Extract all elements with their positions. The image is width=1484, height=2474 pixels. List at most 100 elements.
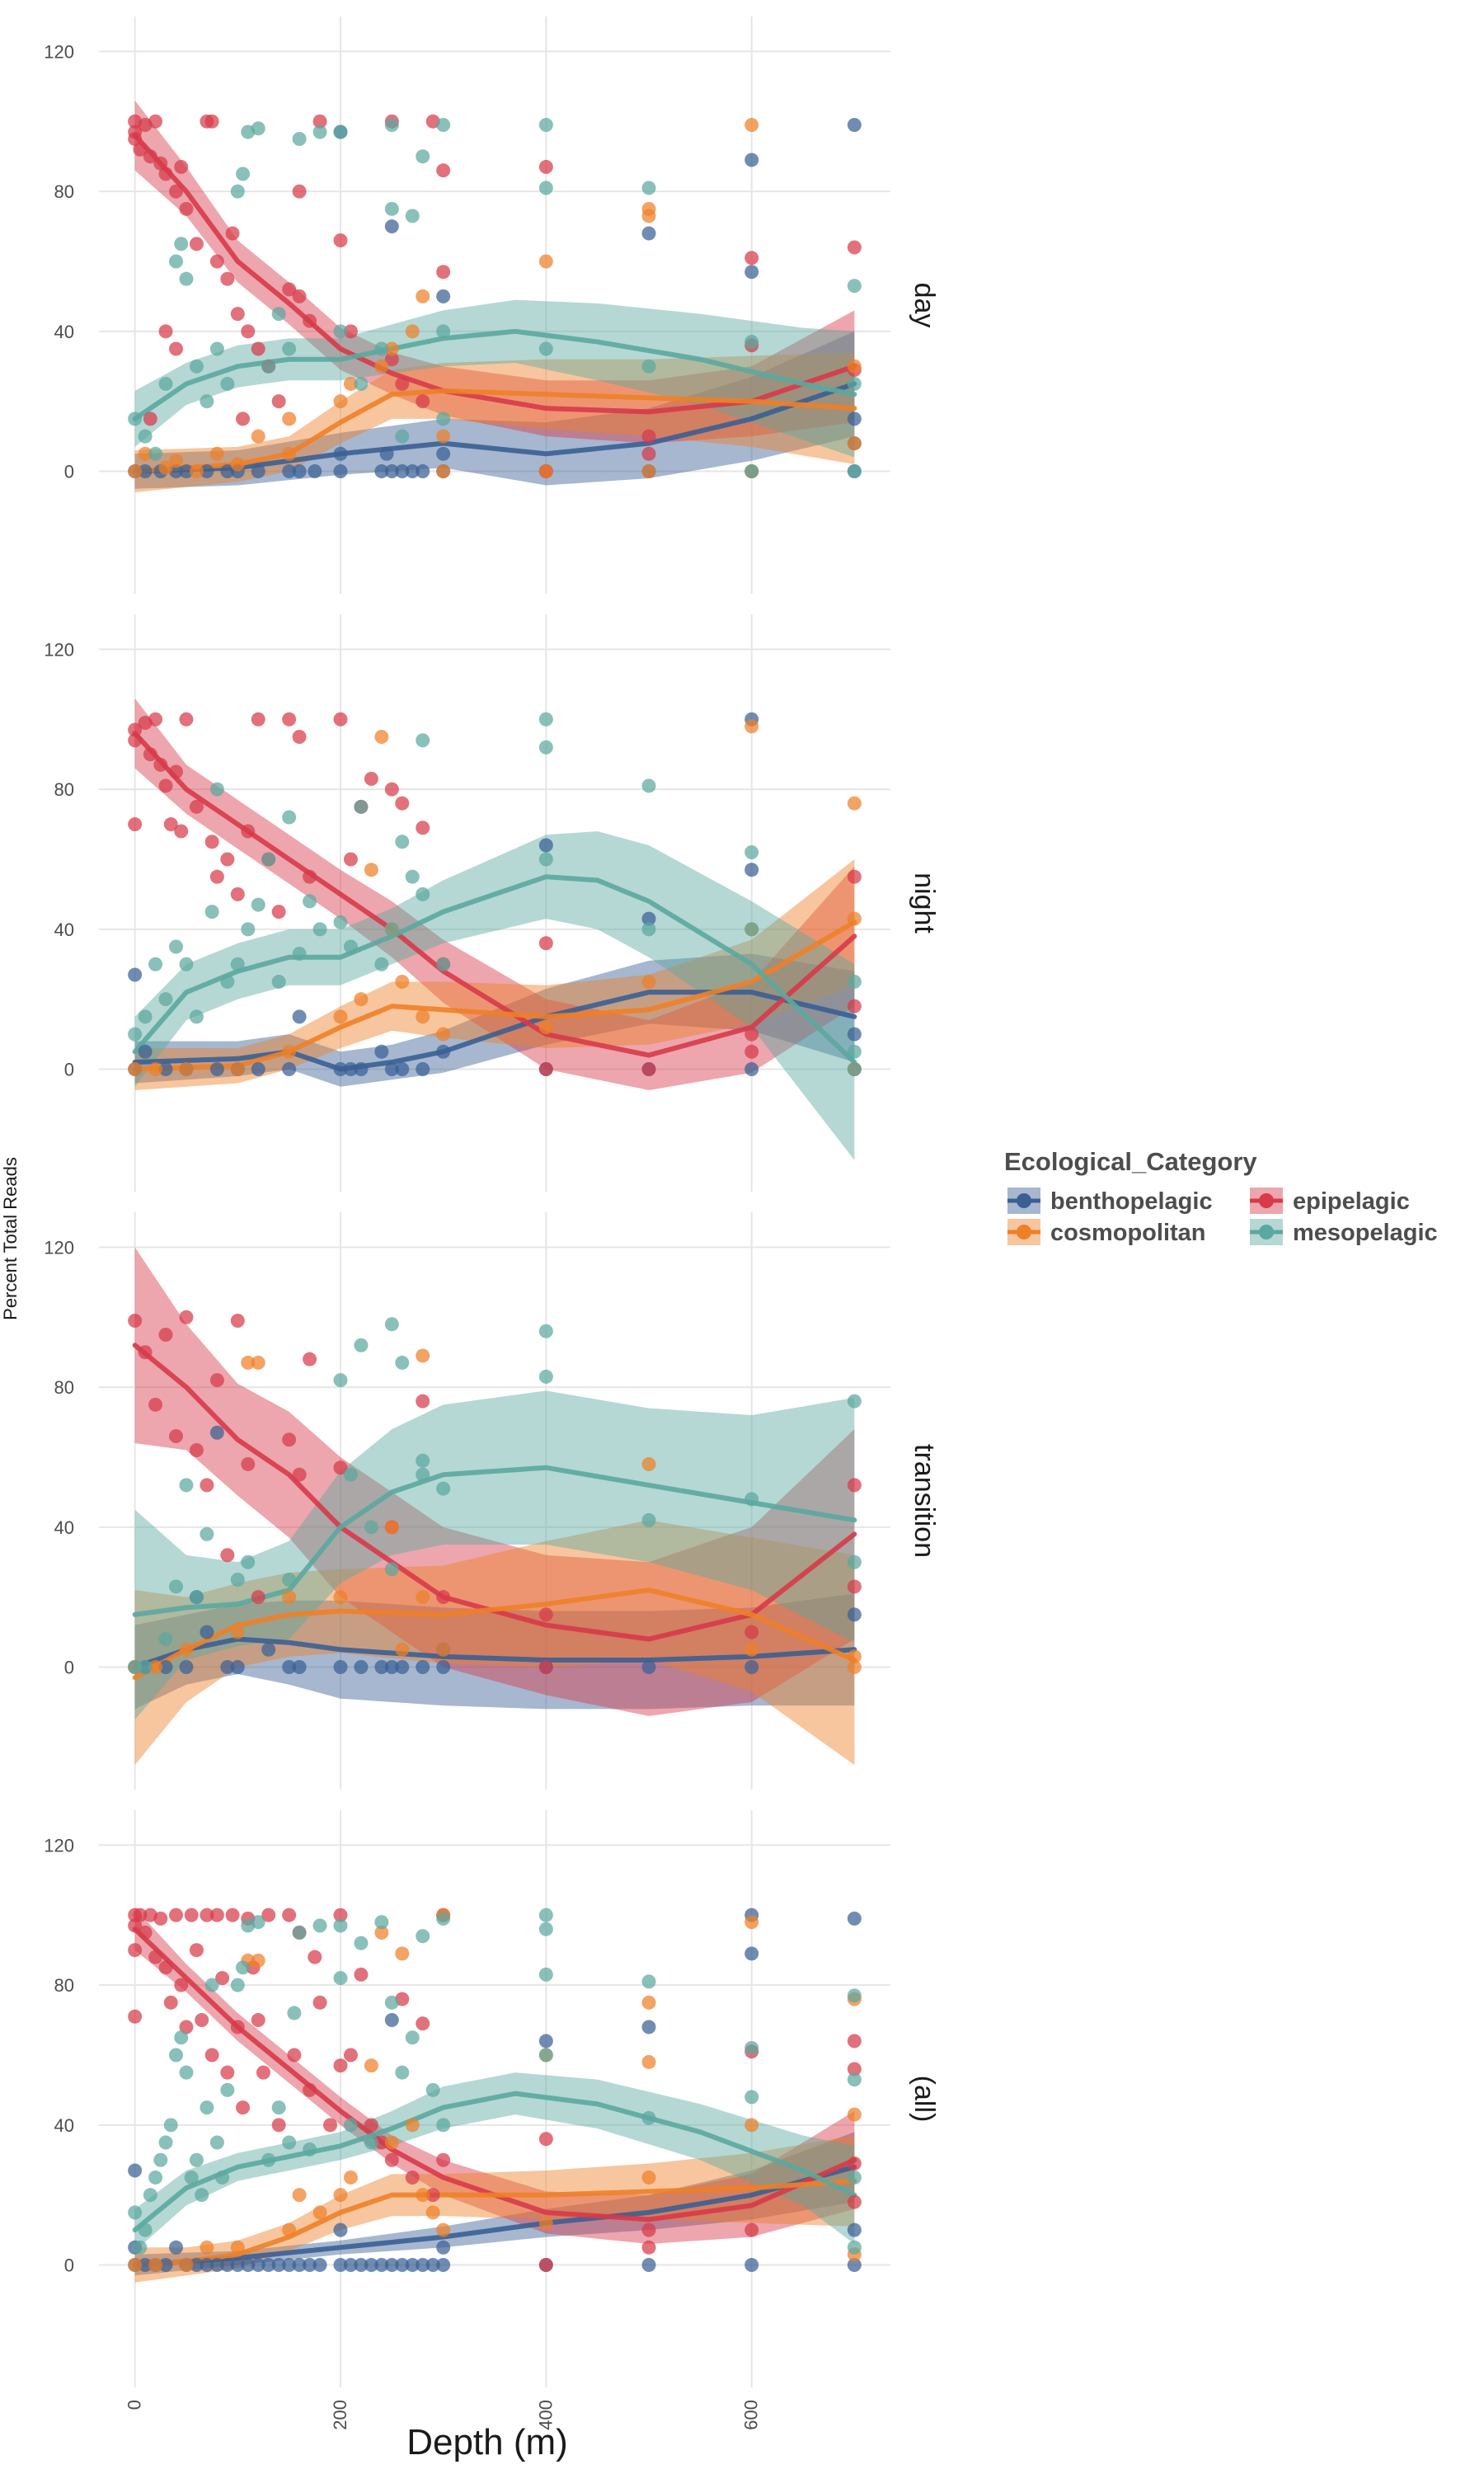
point-mesopelagic — [641, 1974, 656, 1989]
point-cosmopolitan — [538, 254, 553, 269]
point-epipelagic — [282, 282, 297, 297]
point-benthopelagic — [292, 2258, 307, 2273]
point-cosmopolitan — [200, 2240, 214, 2255]
point-epipelagic — [179, 712, 194, 727]
confidence-band-epipelagic — [134, 1907, 855, 2245]
point-mesopelagic — [251, 1915, 265, 1930]
panel-2: 0 40 80 120 night — [44, 614, 940, 1192]
point-epipelagic — [163, 817, 178, 832]
legend-key-point — [1017, 1225, 1031, 1239]
point-epipelagic — [261, 1907, 276, 1922]
point-epipelagic — [251, 1590, 265, 1605]
point-epipelagic — [343, 2048, 358, 2062]
point-benthopelagic — [847, 2222, 862, 2237]
point-epipelagic — [128, 733, 143, 748]
confidence-band-epipelagic — [134, 1247, 855, 1716]
point-epipelagic — [333, 1907, 348, 1922]
point-mesopelagic — [641, 922, 656, 937]
point-mesopelagic — [847, 1554, 862, 1569]
point-mesopelagic — [405, 209, 420, 223]
point-mesopelagic — [416, 733, 430, 748]
point-epipelagic — [354, 1967, 369, 1982]
point-cosmopolitan — [416, 1590, 430, 1605]
point-mesopelagic — [744, 922, 759, 937]
point-mesopelagic — [333, 1971, 348, 1986]
point-benthopelagic — [374, 1044, 389, 1059]
point-mesopelagic — [538, 852, 553, 867]
point-cosmopolitan — [425, 2205, 440, 2220]
point-epipelagic — [292, 184, 307, 199]
point-cosmopolitan — [538, 2216, 553, 2231]
point-mesopelagic — [251, 121, 265, 136]
point-cosmopolitan — [282, 412, 297, 426]
point-epipelagic — [312, 1995, 327, 2010]
smooth-line-cosmopolitan — [132, 388, 857, 474]
point-epipelagic — [133, 1907, 148, 1922]
point-mesopelagic — [333, 324, 348, 339]
point-mesopelagic — [209, 2135, 224, 2150]
point-benthopelagic — [436, 1044, 451, 1059]
point-mesopelagic — [384, 922, 399, 937]
point-epipelagic — [364, 771, 378, 786]
point-benthopelagic — [354, 2258, 369, 2273]
point-benthopelagic — [169, 2240, 184, 2255]
point-epipelagic — [416, 2016, 430, 2031]
point-epipelagic — [241, 324, 256, 339]
point-epipelagic — [271, 905, 286, 920]
y-tick-label: 0 — [64, 2255, 74, 2276]
point-mesopelagic — [158, 1632, 173, 1647]
point-mesopelagic — [333, 125, 348, 139]
point-mesopelagic — [374, 1915, 389, 1930]
point-cosmopolitan — [230, 457, 245, 472]
point-benthopelagic — [405, 2258, 420, 2273]
point-mesopelagic — [416, 1453, 430, 1468]
point-epipelagic — [153, 1912, 168, 1926]
smooth-line-mesopelagic — [132, 874, 857, 1065]
point-mesopelagic — [174, 237, 189, 252]
point-benthopelagic — [641, 1660, 656, 1675]
legend-label: benthopelagic — [1050, 1188, 1213, 1215]
point-epipelagic — [236, 2100, 251, 2115]
point-epipelagic — [204, 2048, 219, 2062]
point-benthopelagic — [374, 2258, 389, 2273]
point-mesopelagic — [847, 464, 862, 479]
point-mesopelagic — [230, 1978, 245, 1992]
point-cosmopolitan — [416, 1348, 430, 1363]
point-mesopelagic — [354, 376, 369, 391]
point-epipelagic — [847, 2156, 862, 2171]
point-mesopelagic — [395, 835, 410, 849]
point-epipelagic — [153, 156, 168, 171]
point-epipelagic — [169, 764, 184, 779]
point-benthopelagic — [847, 1027, 862, 1042]
point-mesopelagic — [138, 1660, 153, 1675]
point-mesopelagic — [236, 1960, 251, 1975]
point-mesopelagic — [333, 915, 348, 929]
point-mesopelagic — [354, 1935, 369, 1950]
point-mesopelagic — [847, 1394, 862, 1409]
point-mesopelagic — [847, 2240, 862, 2255]
y-tick-label: 120 — [44, 41, 74, 62]
point-mesopelagic — [641, 359, 656, 374]
point-mesopelagic — [538, 1907, 553, 1922]
point-cosmopolitan — [641, 1456, 656, 1471]
point-benthopelagic — [425, 2258, 440, 2273]
point-mesopelagic — [436, 412, 451, 426]
point-mesopelagic — [282, 1572, 297, 1587]
point-epipelagic — [143, 412, 157, 426]
point-cosmopolitan — [395, 1946, 410, 1961]
point-epipelagic — [641, 2222, 656, 2237]
point-cosmopolitan — [538, 464, 553, 479]
point-mesopelagic — [744, 2090, 759, 2105]
point-benthopelagic — [179, 464, 194, 479]
legend-key-point — [1259, 1225, 1274, 1239]
point-benthopelagic — [436, 289, 451, 303]
point-benthopelagic — [200, 464, 214, 479]
point-mesopelagic — [847, 2170, 862, 2185]
point-mesopelagic — [138, 2222, 153, 2237]
point-epipelagic — [384, 2152, 399, 2167]
point-epipelagic — [847, 2034, 862, 2048]
point-benthopelagic — [158, 1660, 173, 1675]
point-mesopelagic — [174, 2030, 189, 2045]
point-cosmopolitan — [189, 464, 204, 479]
